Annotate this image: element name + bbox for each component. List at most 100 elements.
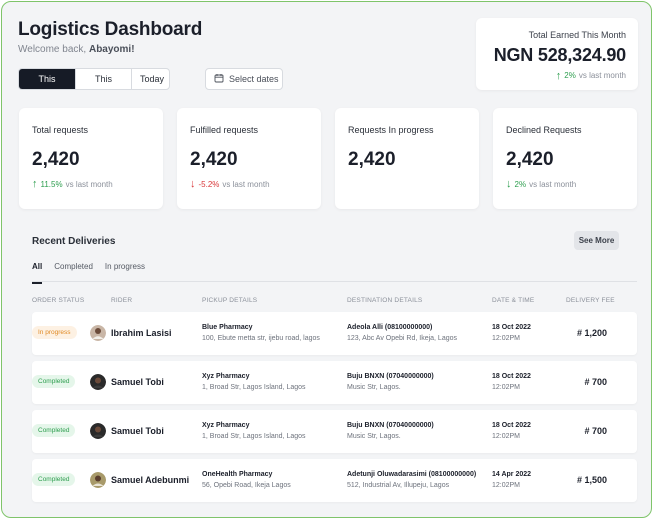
change-value: 2% (514, 179, 527, 189)
destination-address: 512, Industrial Av, Illupeju, Lagos (347, 482, 450, 489)
date-time: 18 Oct 2022 12:02PM (492, 420, 531, 442)
recent-deliveries-panel: Recent Deliveries See More All Completed… (18, 222, 637, 512)
pickup-name: Blue Pharmacy (202, 324, 253, 331)
pickup-name: OneHealth Pharmacy (202, 471, 273, 478)
avatar (90, 374, 106, 390)
change-note: vs last month (65, 179, 113, 189)
rider-name: Samuel Adebunmi (111, 475, 190, 485)
period-selector: This Month This Week Today (18, 68, 170, 90)
destination-name: Adeola Alli (08100000000) (347, 324, 433, 331)
delivery-fee: # 1,500 (576, 475, 607, 485)
date-time: 18 Oct 2022 12:02PM (492, 322, 531, 344)
change-note: vs last month (529, 179, 577, 189)
change-note: vs last month (222, 179, 270, 189)
see-more-button[interactable]: See More (574, 231, 619, 250)
date: 18 Oct 2022 (492, 324, 531, 331)
table-row[interactable]: Completed Samuel Tobi Xyz Pharmacy 1, Br… (32, 361, 637, 404)
avatar (90, 472, 106, 488)
user-name: Abayomi! (88, 44, 135, 55)
date: 14 Apr 2022 (492, 471, 532, 478)
col-delivery-fee: DELIVERY FEE (566, 297, 615, 304)
status-badge: In progress (32, 326, 77, 339)
stat-change: ↓ -5.2% vs last month (190, 178, 321, 190)
total-earned-change: ↑ 2% vs last month (476, 69, 626, 82)
period-this-month[interactable]: This Month (19, 69, 76, 89)
destination-details: Buju BNXN (07040000000) Music Str, Lagos… (347, 371, 434, 393)
page-title: Logistics Dashboard (18, 19, 203, 40)
col-date-time: DATE & TIME (492, 297, 535, 304)
arrow-up-icon: ↑ (555, 69, 562, 82)
destination-details: Adeola Alli (08100000000) 123, Abc Av Op… (347, 322, 457, 344)
date: 18 Oct 2022 (492, 373, 531, 380)
rider-name: Ibrahim Lasisi (111, 328, 172, 338)
pickup-details: Xyz Pharmacy 1, Broad Str, Lagos Island,… (202, 420, 306, 442)
change-value: -5.2% (198, 179, 220, 189)
total-earned-card: Total Earned This Month NGN 528,324.90 ↑… (476, 18, 638, 90)
delivery-fee: # 1,200 (576, 328, 607, 338)
stat-change: ↑ 11.5% vs last month (32, 178, 163, 190)
destination-address: Music Str, Lagos. (347, 384, 401, 391)
recent-deliveries-title: Recent Deliveries (32, 236, 116, 247)
stat-label: Declined Requests (506, 125, 582, 135)
date-time: 14 Apr 2022 12:02PM (492, 469, 531, 491)
total-earned-amount: NGN 528,324.90 (493, 45, 626, 65)
period-this-week[interactable]: This Week (76, 69, 132, 89)
pickup-name: Xyz Pharmacy (202, 422, 250, 429)
pickup-details: OneHealth Pharmacy 56, Opebi Road, Ikeja… (202, 469, 291, 491)
stat-value: 2,420 (506, 149, 554, 170)
delivery-fee: # 700 (584, 377, 607, 387)
pickup-address: 56, Opebi Road, Ikeja Lagos (202, 482, 291, 489)
time: 12:02PM (492, 335, 521, 342)
welcome-prefix: Welcome back, (18, 44, 87, 55)
destination-address: 123, Abc Av Opebi Rd, Ikeja, Lagos (347, 335, 458, 342)
stat-value: 2,420 (348, 149, 396, 170)
arrow-up-icon: ↑ (32, 178, 38, 190)
tab-completed[interactable]: Completed (54, 262, 93, 271)
date: 18 Oct 2022 (492, 422, 531, 429)
tabs-divider (32, 281, 637, 282)
select-dates-button[interactable]: Select dates (205, 68, 283, 90)
select-dates-label: Select dates (229, 74, 279, 84)
delivery-fee: # 700 (584, 426, 607, 436)
time: 12:02PM (492, 433, 521, 440)
change-note: vs last month (578, 71, 626, 80)
stat-label: Total requests (32, 125, 89, 135)
arrow-down-icon: ↓ (190, 178, 196, 190)
status-badge: Completed (32, 424, 76, 437)
calendar-icon (214, 73, 224, 85)
stat-label: Fulfilled requests (190, 125, 259, 135)
pickup-address: 1, Broad Str, Lagos Island, Lagos (202, 433, 306, 440)
stat-value: 2,420 (190, 149, 238, 170)
pickup-details: Xyz Pharmacy 1, Broad Str, Lagos Island,… (202, 371, 306, 393)
date-time: 18 Oct 2022 12:02PM (492, 371, 531, 393)
col-order-status: ORDER STATUS (32, 297, 85, 304)
table-row[interactable]: In progress Ibrahim Lasisi Blue Pharmacy… (32, 312, 637, 355)
stat-change (348, 179, 479, 189)
table-row[interactable]: Completed Samuel Tobi Xyz Pharmacy 1, Br… (32, 410, 637, 453)
pickup-details: Blue Pharmacy 100, Ebute metta str, ijeb… (202, 322, 320, 344)
stat-label: Requests In progress (348, 125, 434, 135)
pickup-address: 1, Broad Str, Lagos Island, Lagos (202, 384, 306, 391)
table-row[interactable]: Completed Samuel Adebunmi OneHealth Phar… (32, 459, 637, 502)
destination-name: Adetunji Oluwadarasimi (08100000000) (347, 471, 477, 478)
stat-card-fulfilled-requests: Fulfilled requests 2,420 ↓ -5.2% vs last… (177, 108, 321, 209)
avatar (90, 325, 106, 341)
destination-name: Buju BNXN (07040000000) (347, 422, 434, 429)
change-value: 2% (564, 71, 576, 80)
stat-card-total-requests: Total requests 2,420 ↑ 11.5% vs last mon… (19, 108, 163, 209)
destination-name: Buju BNXN (07040000000) (347, 373, 434, 380)
arrow-down-icon: ↓ (506, 178, 512, 190)
destination-address: Music Str, Lagos. (347, 433, 401, 440)
time: 12:02PM (492, 482, 521, 489)
tab-in-progress[interactable]: In progress (104, 262, 145, 271)
destination-details: Adetunji Oluwadarasimi (08100000000) 512… (347, 469, 476, 491)
status-badge: Completed (32, 375, 76, 388)
period-today[interactable]: Today (140, 74, 165, 84)
pickup-address: 100, Ebute metta str, ijebu road, lagos (202, 335, 320, 342)
rider-name: Samuel Tobi (111, 377, 164, 387)
time: 12:02PM (492, 384, 521, 391)
col-destination-details: DESTINATION DETAILS (347, 297, 423, 304)
avatar (90, 423, 106, 439)
stat-card-declined-requests: Declined Requests 2,420 ↓ 2% vs last mon… (493, 108, 637, 209)
tab-all[interactable]: All (32, 262, 43, 284)
